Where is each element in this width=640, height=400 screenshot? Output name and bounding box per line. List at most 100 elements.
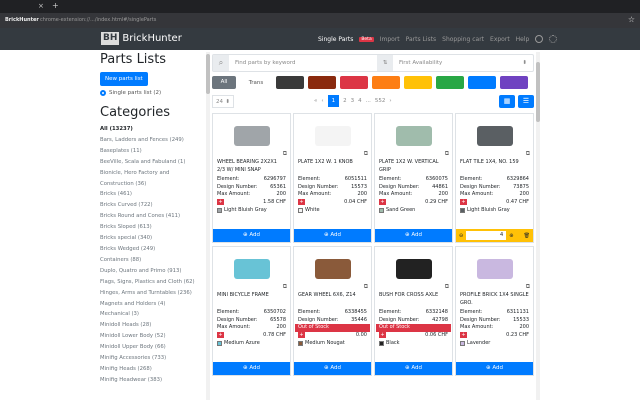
category-link[interactable]: Flags, Signs, Plastics and Cloth (62)	[100, 278, 195, 285]
sort-select[interactable]: First Availability ⬍	[393, 60, 533, 66]
category-link[interactable]: Baseplates (11)	[100, 147, 142, 154]
add-button[interactable]: ⊕ Add	[213, 229, 290, 242]
add-button[interactable]: ⊕ Add	[294, 229, 371, 242]
add-button[interactable]: ⊕ Add	[294, 362, 371, 375]
add-button[interactable]: ⊕ Add	[213, 362, 290, 375]
color-swatch[interactable]	[276, 76, 304, 89]
category-link[interactable]: Duplo, Quatro and Primo (913)	[100, 267, 182, 274]
category-link[interactable]: Minidoll Heads (28)	[100, 322, 152, 329]
external-link-icon[interactable]: ⧉	[525, 150, 530, 157]
single-parts-list-radio[interactable]: Single parts list (2)	[100, 90, 204, 96]
external-link-icon[interactable]: ⧉	[282, 150, 287, 157]
nav-help[interactable]: Help	[515, 35, 530, 43]
external-link-icon[interactable]: ⧉	[444, 283, 449, 290]
trash-icon[interactable]: 🗑	[523, 232, 530, 239]
category-link[interactable]: Hinges, Arms and Turntables (236)	[100, 289, 192, 296]
page-link[interactable]: 2	[343, 98, 347, 104]
page-link[interactable]: 3	[350, 98, 355, 104]
bookmark-star-icon[interactable]: ☆	[627, 15, 635, 24]
category-link[interactable]: Bars, Ladders and Fences (249)	[100, 136, 184, 143]
category-link[interactable]: Bricks Wedged (249)	[100, 245, 156, 252]
color-filter-all[interactable]: All	[212, 76, 236, 89]
category-link[interactable]: Minifig Heads (268)	[100, 365, 152, 372]
swiss-flag-icon: +	[217, 198, 224, 205]
category-link[interactable]: Construction (36)	[100, 180, 147, 187]
category-link[interactable]: Minifig Accessories (733)	[100, 355, 167, 362]
category-link[interactable]: Magnets and Holders (4)	[100, 300, 166, 307]
per-page-select[interactable]: 24 ⬍	[212, 94, 234, 108]
color-swatch[interactable]	[308, 76, 336, 89]
external-link-icon[interactable]: ⧉	[282, 283, 287, 290]
add-button[interactable]: ⊕ Add	[456, 362, 533, 375]
category-link[interactable]: Minidoll Lower Body (52)	[100, 333, 166, 340]
color-swatch[interactable]	[500, 76, 528, 89]
gear-icon[interactable]	[549, 35, 558, 43]
page-link[interactable]: «	[314, 98, 318, 104]
external-link-icon[interactable]: ⧉	[363, 150, 368, 157]
nav-single-parts[interactable]: Single Parts	[318, 35, 354, 43]
search-icon[interactable]: ⌕	[213, 55, 229, 71]
nav-import[interactable]: Import	[379, 35, 400, 43]
category-link[interactable]: Bricks Sloped (613)	[100, 224, 152, 231]
brand-logo[interactable]: BH BrickHunter	[101, 32, 182, 45]
color-filter-trans[interactable]: Trans	[248, 79, 264, 86]
color-swatch[interactable]	[372, 76, 400, 89]
add-button[interactable]: ⊕ Add	[375, 362, 452, 375]
part-image[interactable]	[375, 114, 452, 158]
quantity-input[interactable]: 4	[466, 231, 507, 240]
minus-icon[interactable]: ⊖	[459, 232, 464, 239]
list-view-icon[interactable]: ☰	[518, 94, 534, 108]
page-link[interactable]: 552	[374, 98, 386, 104]
category-link[interactable]: All (13237)	[100, 126, 133, 132]
element-label: Element:	[298, 309, 321, 315]
external-link-icon[interactable]: ⧉	[444, 150, 449, 157]
part-image[interactable]	[294, 247, 371, 291]
category-link[interactable]: Bionicle, Hero Factory and	[100, 169, 170, 176]
url-text[interactable]: chrome-extension://.../index.html#/singl…	[40, 17, 157, 23]
category-link[interactable]: Mechanical (3)	[100, 311, 139, 318]
grid-view-icon[interactable]: ▦	[499, 94, 515, 108]
part-image[interactable]	[456, 247, 533, 291]
category-link[interactable]: Bricks (461)	[100, 191, 132, 198]
main-scrollbar[interactable]	[536, 52, 540, 400]
part-image[interactable]	[213, 247, 290, 291]
nav-parts-lists[interactable]: Parts Lists	[405, 35, 437, 43]
element-value: 6338455	[344, 309, 367, 315]
page-link[interactable]: ‹	[321, 98, 324, 104]
close-tab-icon[interactable]: ×	[38, 2, 44, 10]
sidebar-scrollbar[interactable]	[206, 52, 210, 400]
plus-icon[interactable]: ⊕	[509, 232, 514, 239]
category-link[interactable]: Minidoll Upper Body (66)	[100, 344, 166, 351]
parts-lists-title: Parts Lists	[100, 52, 167, 67]
part-image[interactable]	[213, 114, 290, 158]
external-link-icon[interactable]: ⧉	[363, 283, 368, 290]
category-link[interactable]: BeeVille, Scala and Fabuland (1)	[100, 158, 186, 165]
external-link-icon[interactable]: ⧉	[525, 283, 530, 290]
part-image[interactable]	[294, 114, 371, 158]
nav-shopping-cart[interactable]: Shopping cart	[442, 35, 485, 43]
address-bar[interactable]: BrickHunter chrome-extension://.../index.…	[0, 13, 640, 28]
color-swatch[interactable]	[404, 76, 432, 89]
category-link[interactable]: Bricks special (340)	[100, 235, 153, 242]
price: 0.00	[355, 331, 367, 338]
page-link[interactable]: ›	[389, 98, 392, 104]
search-input[interactable]: Find parts by keyword	[235, 60, 296, 66]
category-link[interactable]: Containers (88)	[100, 256, 142, 263]
color-swatch[interactable]	[340, 76, 368, 89]
page-link[interactable]: 4	[358, 98, 362, 104]
color-swatch[interactable]	[468, 76, 496, 89]
new-tab-icon[interactable]: +	[52, 1, 59, 10]
new-parts-list-button[interactable]: New parts list	[100, 72, 148, 86]
color-swatch[interactable]	[436, 76, 464, 89]
page-link[interactable]: ...	[365, 98, 371, 104]
category-link[interactable]: Bricks Round and Cones (411)	[100, 213, 181, 220]
category-link[interactable]: Bricks Curved (722)	[100, 202, 153, 209]
part-image[interactable]	[456, 114, 533, 158]
part-image[interactable]	[375, 247, 452, 291]
design-label: Design Number:	[298, 183, 339, 190]
info-icon[interactable]	[535, 35, 544, 43]
nav-export[interactable]: Export	[490, 35, 510, 43]
add-button[interactable]: ⊕ Add	[375, 229, 452, 242]
page-link[interactable]: 1	[327, 95, 340, 107]
category-link[interactable]: Minifig Headwear (383)	[100, 376, 163, 383]
